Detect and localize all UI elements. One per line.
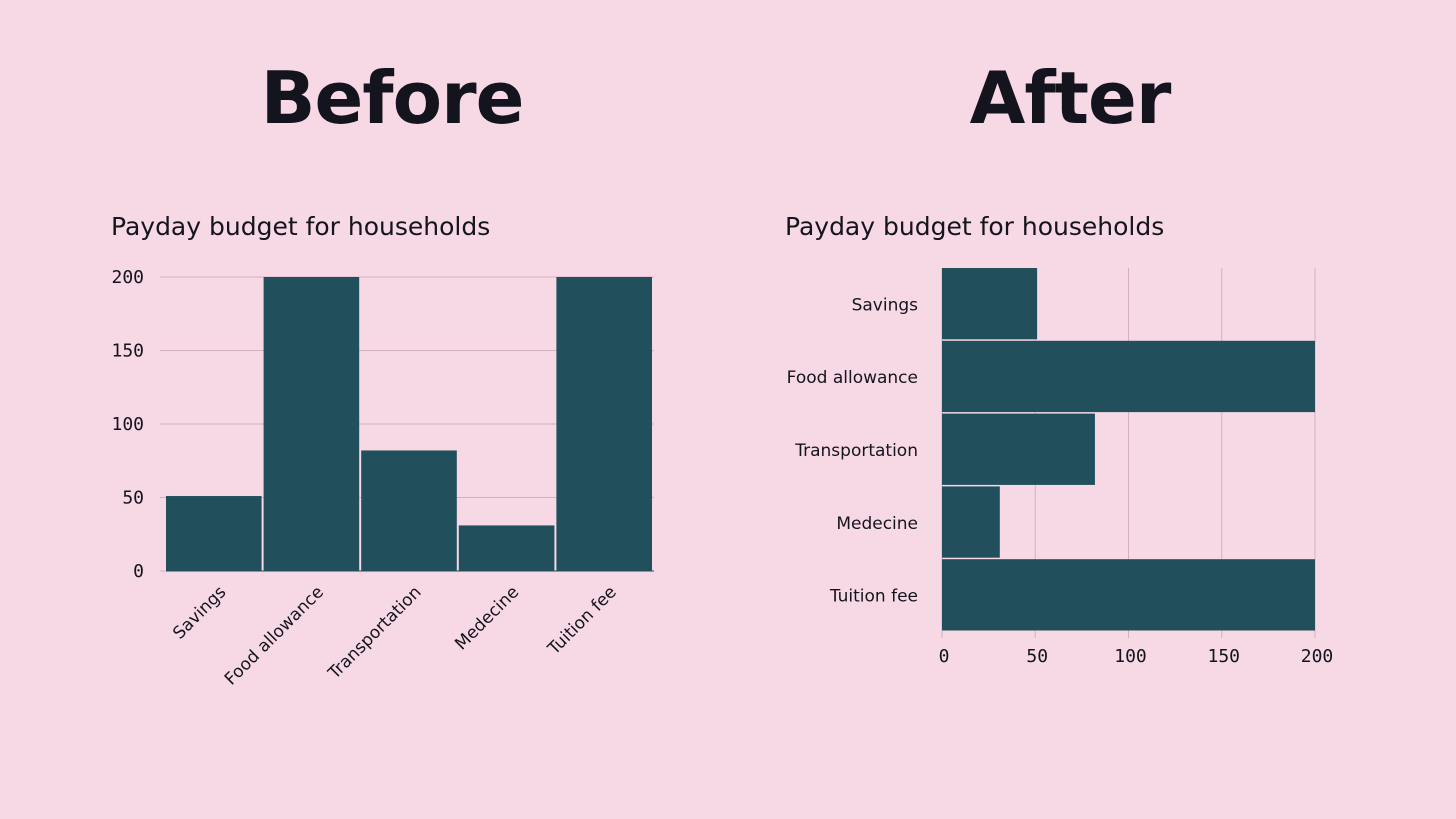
- y-tick-label-food-allowance: Food allowance: [787, 368, 918, 388]
- before-chart-title: Payday budget for households: [111, 212, 491, 241]
- y-tick-label-150: 150: [111, 341, 144, 362]
- bar-tuition-fee: [942, 559, 1315, 631]
- y-tick-label-transportation: Transportation: [794, 441, 918, 461]
- bar-savings: [166, 496, 262, 571]
- after-chart-title: Payday budget for households: [785, 212, 1165, 241]
- y-tick-label-tuition-fee: Tuition fee: [829, 587, 918, 607]
- bar-transportation: [942, 413, 1095, 485]
- after-horizontal-bar-chart: 0 50 100 150 200 Savings Food allowance Transpo…: [787, 268, 1334, 667]
- y-tick-label-savings: Savings: [852, 295, 919, 315]
- y-tick-label-50: 50: [122, 488, 144, 509]
- y-tick-label-0: 0: [133, 561, 144, 582]
- bar-transportation: [361, 450, 457, 571]
- x-tick-label-200: 200: [1301, 646, 1334, 667]
- x-tick-label-transportation: Transportation: [324, 582, 426, 684]
- bar-medecine: [942, 486, 1000, 558]
- bar-tuition-fee: [556, 277, 652, 571]
- x-tick-label-tuition-fee: Tuition fee: [544, 582, 621, 659]
- x-tick-label-savings: Savings: [169, 582, 230, 643]
- bar-food-allowance: [263, 277, 360, 571]
- x-tick-label-0: 0: [939, 646, 950, 667]
- bar-food-allowance: [942, 340, 1315, 413]
- x-tick-label-medecine: Medecine: [451, 582, 523, 654]
- y-tick-label-medecine: Medecine: [836, 514, 918, 534]
- bar-savings: [942, 268, 1038, 340]
- y-tick-label-100: 100: [111, 414, 144, 435]
- x-tick-label-50: 50: [1026, 646, 1048, 667]
- x-tick-label-150: 150: [1207, 646, 1240, 667]
- after-heading: After: [969, 56, 1172, 140]
- x-tick-label-food-allowance: Food allowance: [221, 582, 328, 689]
- bar-medecine: [458, 525, 555, 571]
- x-tick-label-100: 100: [1114, 646, 1147, 667]
- y-tick-label-200: 200: [111, 267, 144, 288]
- before-heading: Before: [260, 56, 525, 140]
